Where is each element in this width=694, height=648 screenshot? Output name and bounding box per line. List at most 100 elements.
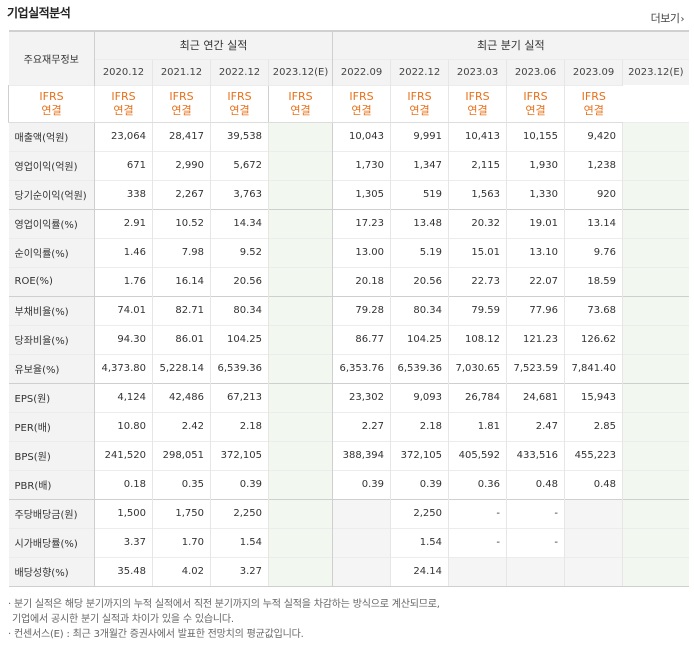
annual-value: 2.42 [152,411,211,441]
quarter-value: 9,420 [564,121,623,151]
annual-value: 241,520 [94,440,153,470]
more-link[interactable]: 더보기› [650,10,685,26]
basis-scope: 연결 [583,103,604,117]
annual-value [267,237,333,267]
quarter-value: 1,330 [506,179,565,209]
basis-standard: IFRS [407,89,432,103]
quarter-value: 86.77 [332,324,391,354]
annual-value [267,208,333,238]
basis-standard: IFRS [349,89,374,103]
quarter-value [332,527,391,557]
annual-value: 372,105 [210,440,269,470]
row-label: PBR(배) [8,469,95,499]
row-label: 시가배당률(%) [8,527,95,557]
quarter-value [622,237,689,267]
quarter-value: 455,223 [564,440,623,470]
quarter-value: 9.76 [564,237,623,267]
quarter-value [622,179,689,209]
annual-value: 3,763 [210,179,269,209]
annual-value: 0.18 [94,469,153,499]
row-label: ROE(%) [8,266,95,296]
quarter-value: 2.47 [506,411,565,441]
financial-table: 주요재무정보 최근 연간 실적 최근 분기 실적 2020.12 2021.12 2… [8,30,689,587]
basis-standard: IFRS [523,89,548,103]
quarter-value: 108.12 [448,324,507,354]
annual-value: 3.37 [94,527,153,557]
quarter-value: 519 [390,179,449,209]
annual-value: 20.56 [210,266,269,296]
annual-value: 80.34 [210,295,269,325]
annual-value: 0.39 [210,469,269,499]
row-label: 영업이익률(%) [8,208,95,238]
quarter-value: - [506,498,565,528]
row-label: 매출액(억원) [8,121,95,151]
annual-value [267,295,333,325]
annual-value: 7.98 [152,237,211,267]
period-header: 2022.12 [210,58,269,85]
quarter-value: 17.23 [332,208,391,238]
basis-scope: 연결 [113,103,134,117]
quarter-value [506,556,565,587]
basis-standard: IFRS [111,89,136,103]
table-row: 당좌비율(%) 94.30 86.01 104.25 86.77 104.25 108.12… [8,324,689,354]
quarter-value: 1,305 [332,179,391,209]
basis-standard: IFRS [288,89,313,103]
basis-cell: IFRS 연결 [210,84,269,123]
row-label: 당좌비율(%) [8,324,95,354]
quarter-value [332,498,391,528]
annual-value [267,353,333,383]
row-label: 주당배당금(원) [8,498,95,528]
annual-value [267,556,333,587]
annual-value: 1.76 [94,266,153,296]
annual-value: 10.80 [94,411,153,441]
period-header: 2023.12(E) [622,58,689,85]
quarter-value: 9,991 [390,121,449,151]
annual-header: 최근 연간 실적 [93,30,333,59]
basis-cell: IFRS 연결 [152,84,211,123]
quarter-value: 10,043 [332,121,391,151]
table-row: 순이익률(%) 1.46 7.98 9.52 13.00 5.19 15.01 13.10 9.… [8,237,689,267]
period-header: 2023.12(E) [267,58,333,85]
quarter-value: 920 [564,179,623,209]
row-label: 배당성향(%) [8,556,95,587]
quarter-value: 19.01 [506,208,565,238]
quarter-value: 126.62 [564,324,623,354]
annual-value: 39,538 [210,121,269,151]
annual-value: 4,373.80 [94,353,153,383]
annual-value [267,527,333,557]
annual-value: 16.14 [152,266,211,296]
annual-value: 2,267 [152,179,211,209]
annual-value: 35.48 [94,556,153,587]
quarter-value: 13.14 [564,208,623,238]
table-row: PBR(배) 0.18 0.35 0.39 0.39 0.39 0.36 0.48 0.48 [8,469,689,499]
quarter-value: 2,115 [448,150,507,180]
annual-value: 2,250 [210,498,269,528]
quarter-value: 433,516 [506,440,565,470]
annual-value: 2,990 [152,150,211,180]
row-label: 순이익률(%) [8,237,95,267]
quarter-value: 405,592 [448,440,507,470]
quarter-value: 15.01 [448,237,507,267]
period-header: 2020.12 [94,58,153,85]
quarter-value: 0.48 [506,469,565,499]
basis-standard: IFRS [39,89,64,103]
footnote: · 분기 실적은 해당 분기까지의 누적 실적에서 직전 분기까지의 누적 실적… [8,599,440,610]
quarter-value: 24,681 [506,382,565,412]
basis-row: IFRS 연결 IFRS 연결 IFRS 연결 IFRS 연결 IFRS 연결 IFRS 연결 IFRS… [8,84,689,123]
annual-value: 6,539.36 [210,353,269,383]
basis-cell: IFRS 연결 [267,84,333,123]
basis-scope: 연결 [41,103,62,117]
basis-cell: IFRS 연결 [332,84,391,123]
more-label: 더보기 [650,12,680,25]
basis-standard: IFRS [169,89,194,103]
quarter-value: 10,155 [506,121,565,151]
quarter-value: 372,105 [390,440,449,470]
basis-cell: IFRS 연결 [390,84,449,123]
quarter-value: 22.07 [506,266,565,296]
annual-value: 5,228.14 [152,353,211,383]
basis-cell: IFRS 연결 [564,84,623,123]
annual-value [267,440,333,470]
table-row: 시가배당률(%) 3.37 1.70 1.54 1.54- - [8,527,689,557]
period-row: 2020.12 2021.12 2022.12 2023.12(E) 2022.09 20… [9,58,689,85]
quarter-value [622,353,689,383]
